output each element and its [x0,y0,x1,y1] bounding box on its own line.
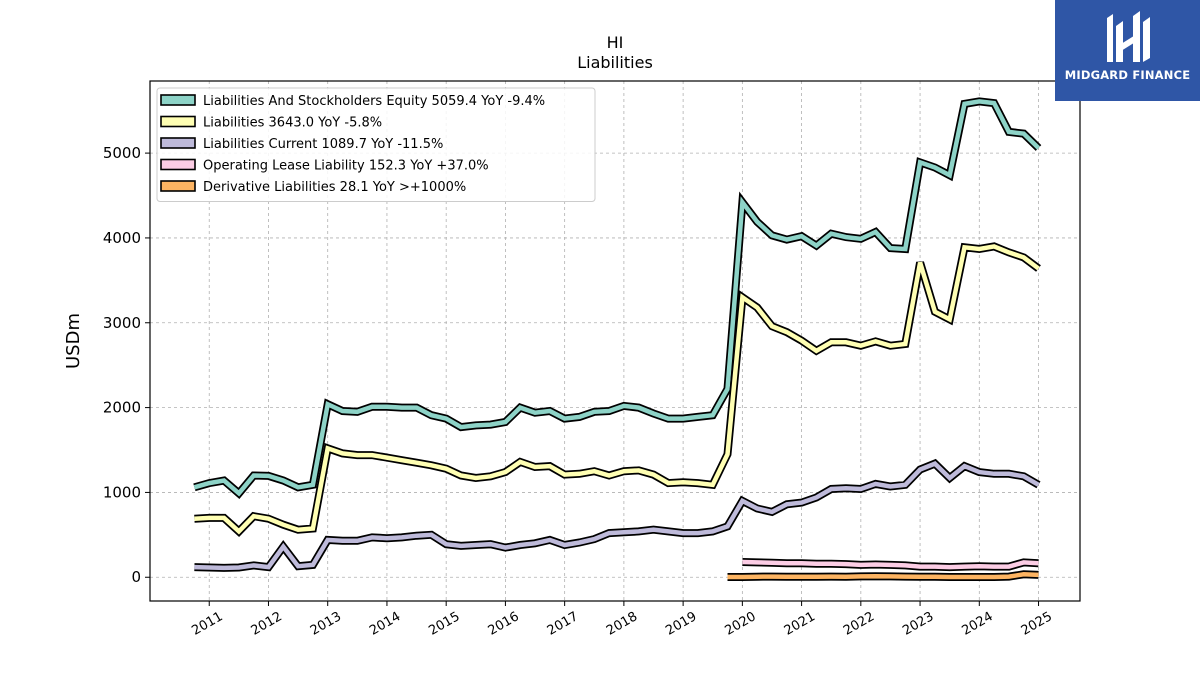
y-tick-label: 4000 [103,229,141,247]
series-4 [742,558,1039,572]
legend-label: Liabilities And Stockholders Equity 5059… [203,94,545,109]
y-tick-label: 0 [131,568,141,586]
y-tick-label: 2000 [103,399,141,417]
legend-swatch [160,158,196,171]
y-tick-label: 1000 [103,483,141,501]
series-2 [194,242,1041,537]
legend-item: Liabilities Current 1089.7 YoY -11.5% [160,137,443,152]
chart-title: HI [607,33,624,52]
series-line [193,99,1041,497]
legend-label: Operating Lease Liability 152.3 YoY +37.… [203,159,489,174]
y-tick-label: 5000 [103,144,141,162]
legend-label: Liabilities 3643.0 YoY -5.8% [203,116,382,131]
legend-box [156,87,596,202]
y-axis-label: USDm [63,313,84,369]
brand-name: MIDGARD FINANCE [1064,68,1191,82]
legend-swatch [160,180,196,192]
series-layer [193,97,1042,581]
legend-item: Liabilities And Stockholders Equity 5059… [160,94,545,109]
chart-subtitle: Liabilities [577,53,653,72]
series-3 [194,458,1041,572]
midgard-logo-icon [1107,11,1150,62]
legend-swatch [160,94,196,106]
legend-swatch [160,137,196,149]
legend-item: Operating Lease Liability 152.3 YoY +37.… [160,158,489,174]
legend-item: Liabilities 3643.0 YoY -5.8% [160,115,382,131]
series-5 [727,570,1039,581]
legend-label: Derivative Liabilities 28.1 YoY >+1000% [203,180,466,195]
legend-swatch [160,115,196,128]
plot-frame [149,80,1081,602]
series-line [194,460,1040,571]
y-axis: 0 1000 2000 3000 4000 5000 [103,144,150,586]
series-1 [193,97,1042,499]
legend-label: Liabilities Current 1089.7 YoY -11.5% [203,137,443,152]
legend-item: Derivative Liabilities 28.1 YoY >+1000% [160,180,466,195]
series-line [742,559,1039,570]
y-tick-label: 3000 [103,314,141,332]
series-line [194,244,1040,535]
series-line [727,572,1039,580]
legend: Liabilities And Stockholders Equity 5059… [156,87,596,202]
brand-logo: MIDGARD FINANCE [1055,0,1200,101]
